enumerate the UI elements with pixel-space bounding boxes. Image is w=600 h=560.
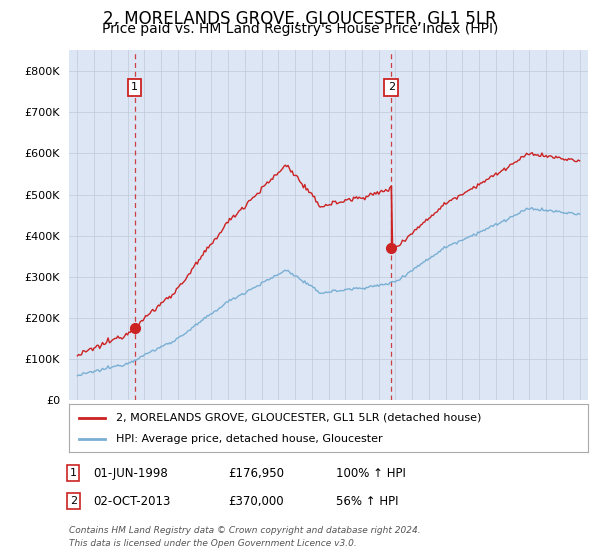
Text: 2, MORELANDS GROVE, GLOUCESTER, GL1 5LR: 2, MORELANDS GROVE, GLOUCESTER, GL1 5LR xyxy=(103,10,497,28)
Text: £176,950: £176,950 xyxy=(228,466,284,480)
Text: 56% ↑ HPI: 56% ↑ HPI xyxy=(336,494,398,508)
Text: This data is licensed under the Open Government Licence v3.0.: This data is licensed under the Open Gov… xyxy=(69,539,357,548)
Text: 100% ↑ HPI: 100% ↑ HPI xyxy=(336,466,406,480)
Text: Price paid vs. HM Land Registry's House Price Index (HPI): Price paid vs. HM Land Registry's House … xyxy=(102,22,498,36)
Text: 2: 2 xyxy=(388,82,395,92)
Text: 2, MORELANDS GROVE, GLOUCESTER, GL1 5LR (detached house): 2, MORELANDS GROVE, GLOUCESTER, GL1 5LR … xyxy=(116,413,481,423)
Text: £370,000: £370,000 xyxy=(228,494,284,508)
Text: HPI: Average price, detached house, Gloucester: HPI: Average price, detached house, Glou… xyxy=(116,433,382,444)
Text: Contains HM Land Registry data © Crown copyright and database right 2024.: Contains HM Land Registry data © Crown c… xyxy=(69,526,421,535)
Text: 02-OCT-2013: 02-OCT-2013 xyxy=(93,494,170,508)
Text: 2: 2 xyxy=(70,496,77,506)
Text: 1: 1 xyxy=(70,468,77,478)
Text: 1: 1 xyxy=(131,82,138,92)
Text: 01-JUN-1998: 01-JUN-1998 xyxy=(93,466,168,480)
